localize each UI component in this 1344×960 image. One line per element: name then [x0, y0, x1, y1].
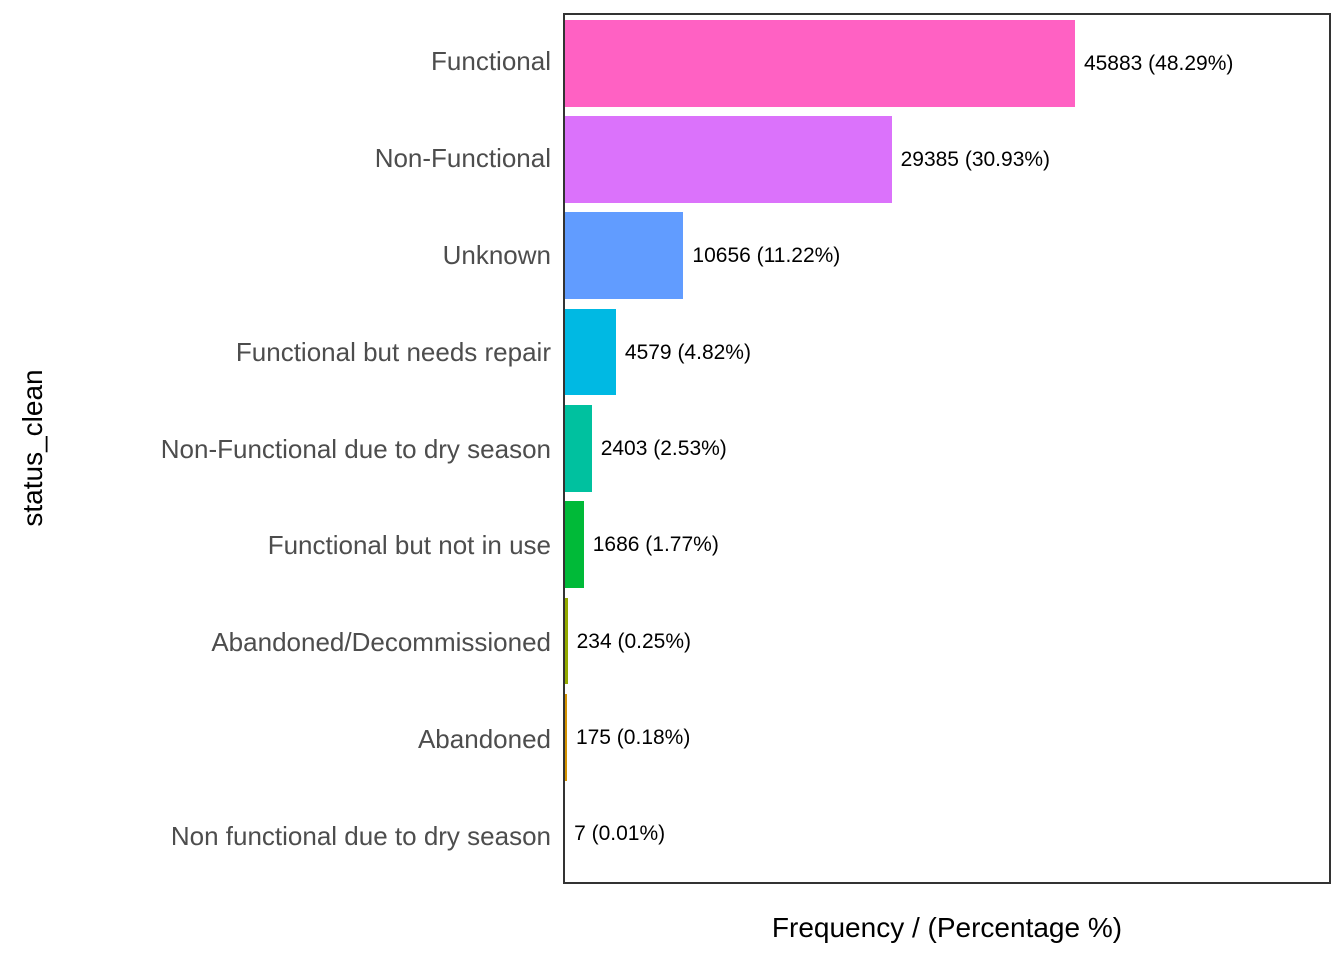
bar [565, 308, 616, 396]
bar-row: 29385 (30.93%) [565, 111, 1329, 207]
bar-value-label: 1686 (1.77%) [592, 533, 719, 557]
bar-value-label: 234 (0.25%) [576, 629, 691, 653]
bar [565, 212, 684, 300]
bar [565, 116, 892, 203]
category-label: Non-Functional due to dry season [160, 433, 551, 464]
bar [565, 19, 1075, 107]
y-axis-category-labels: Functional Non-Functional Unknown Functiona… [0, 13, 551, 884]
category-label-row: Non-Functional [0, 110, 551, 207]
category-label-row: Abandoned/Decommissioned [0, 594, 551, 691]
category-label-row: Abandoned [0, 690, 551, 787]
bar-value-label: 45883 (48.29%) [1083, 51, 1234, 75]
bar-value-label: 10656 (11.22%) [692, 244, 841, 268]
bar-row: 45883 (48.29%) [565, 15, 1329, 111]
bar-row: 1686 (1.77%) [565, 497, 1329, 593]
category-label-row: Functional but needs repair [0, 303, 551, 400]
category-label-row: Unknown [0, 207, 551, 304]
bar-row: 175 (0.18%) [565, 689, 1329, 785]
bar-value-label: 29385 (30.93%) [900, 147, 1051, 171]
plot-panel: 45883 (48.29%) 29385 (30.93%) 10656 (11.22… [563, 13, 1331, 884]
category-label-row: Non functional due to dry season [0, 787, 551, 884]
category-label: Functional but not in use [267, 530, 551, 561]
category-label-row: Functional but not in use [0, 497, 551, 594]
bar [565, 597, 568, 685]
category-label-row: Non-Functional due to dry season [0, 400, 551, 497]
bar-value-label: 4579 (4.82%) [624, 340, 751, 364]
bar-row: 10656 (11.22%) [565, 208, 1329, 304]
bar-value-label: 175 (0.18%) [575, 725, 691, 749]
bar-value-label: 2403 (2.53%) [600, 436, 727, 460]
bar [565, 501, 584, 589]
category-label: Unknown [442, 239, 551, 270]
category-label: Abandoned/Decommissioned [211, 627, 551, 658]
category-label: Abandoned [417, 723, 551, 754]
category-label: Functional but needs repair [235, 336, 551, 367]
bar [565, 694, 567, 781]
x-axis-title: Frequency / (Percentage %) [771, 912, 1123, 943]
bar [565, 405, 592, 492]
category-label: Non-Functional [374, 143, 551, 174]
bar-row: 7 (0.01%) [565, 786, 1329, 882]
category-label: Non functional due to dry season [170, 820, 551, 851]
category-label-row: Functional [0, 13, 551, 110]
bar-row: 2403 (2.53%) [565, 400, 1329, 496]
bar-row: 234 (0.25%) [565, 593, 1329, 689]
bar-value-label: 7 (0.01%) [574, 822, 666, 846]
category-label: Functional [431, 46, 551, 77]
bar-row: 4579 (4.82%) [565, 304, 1329, 400]
